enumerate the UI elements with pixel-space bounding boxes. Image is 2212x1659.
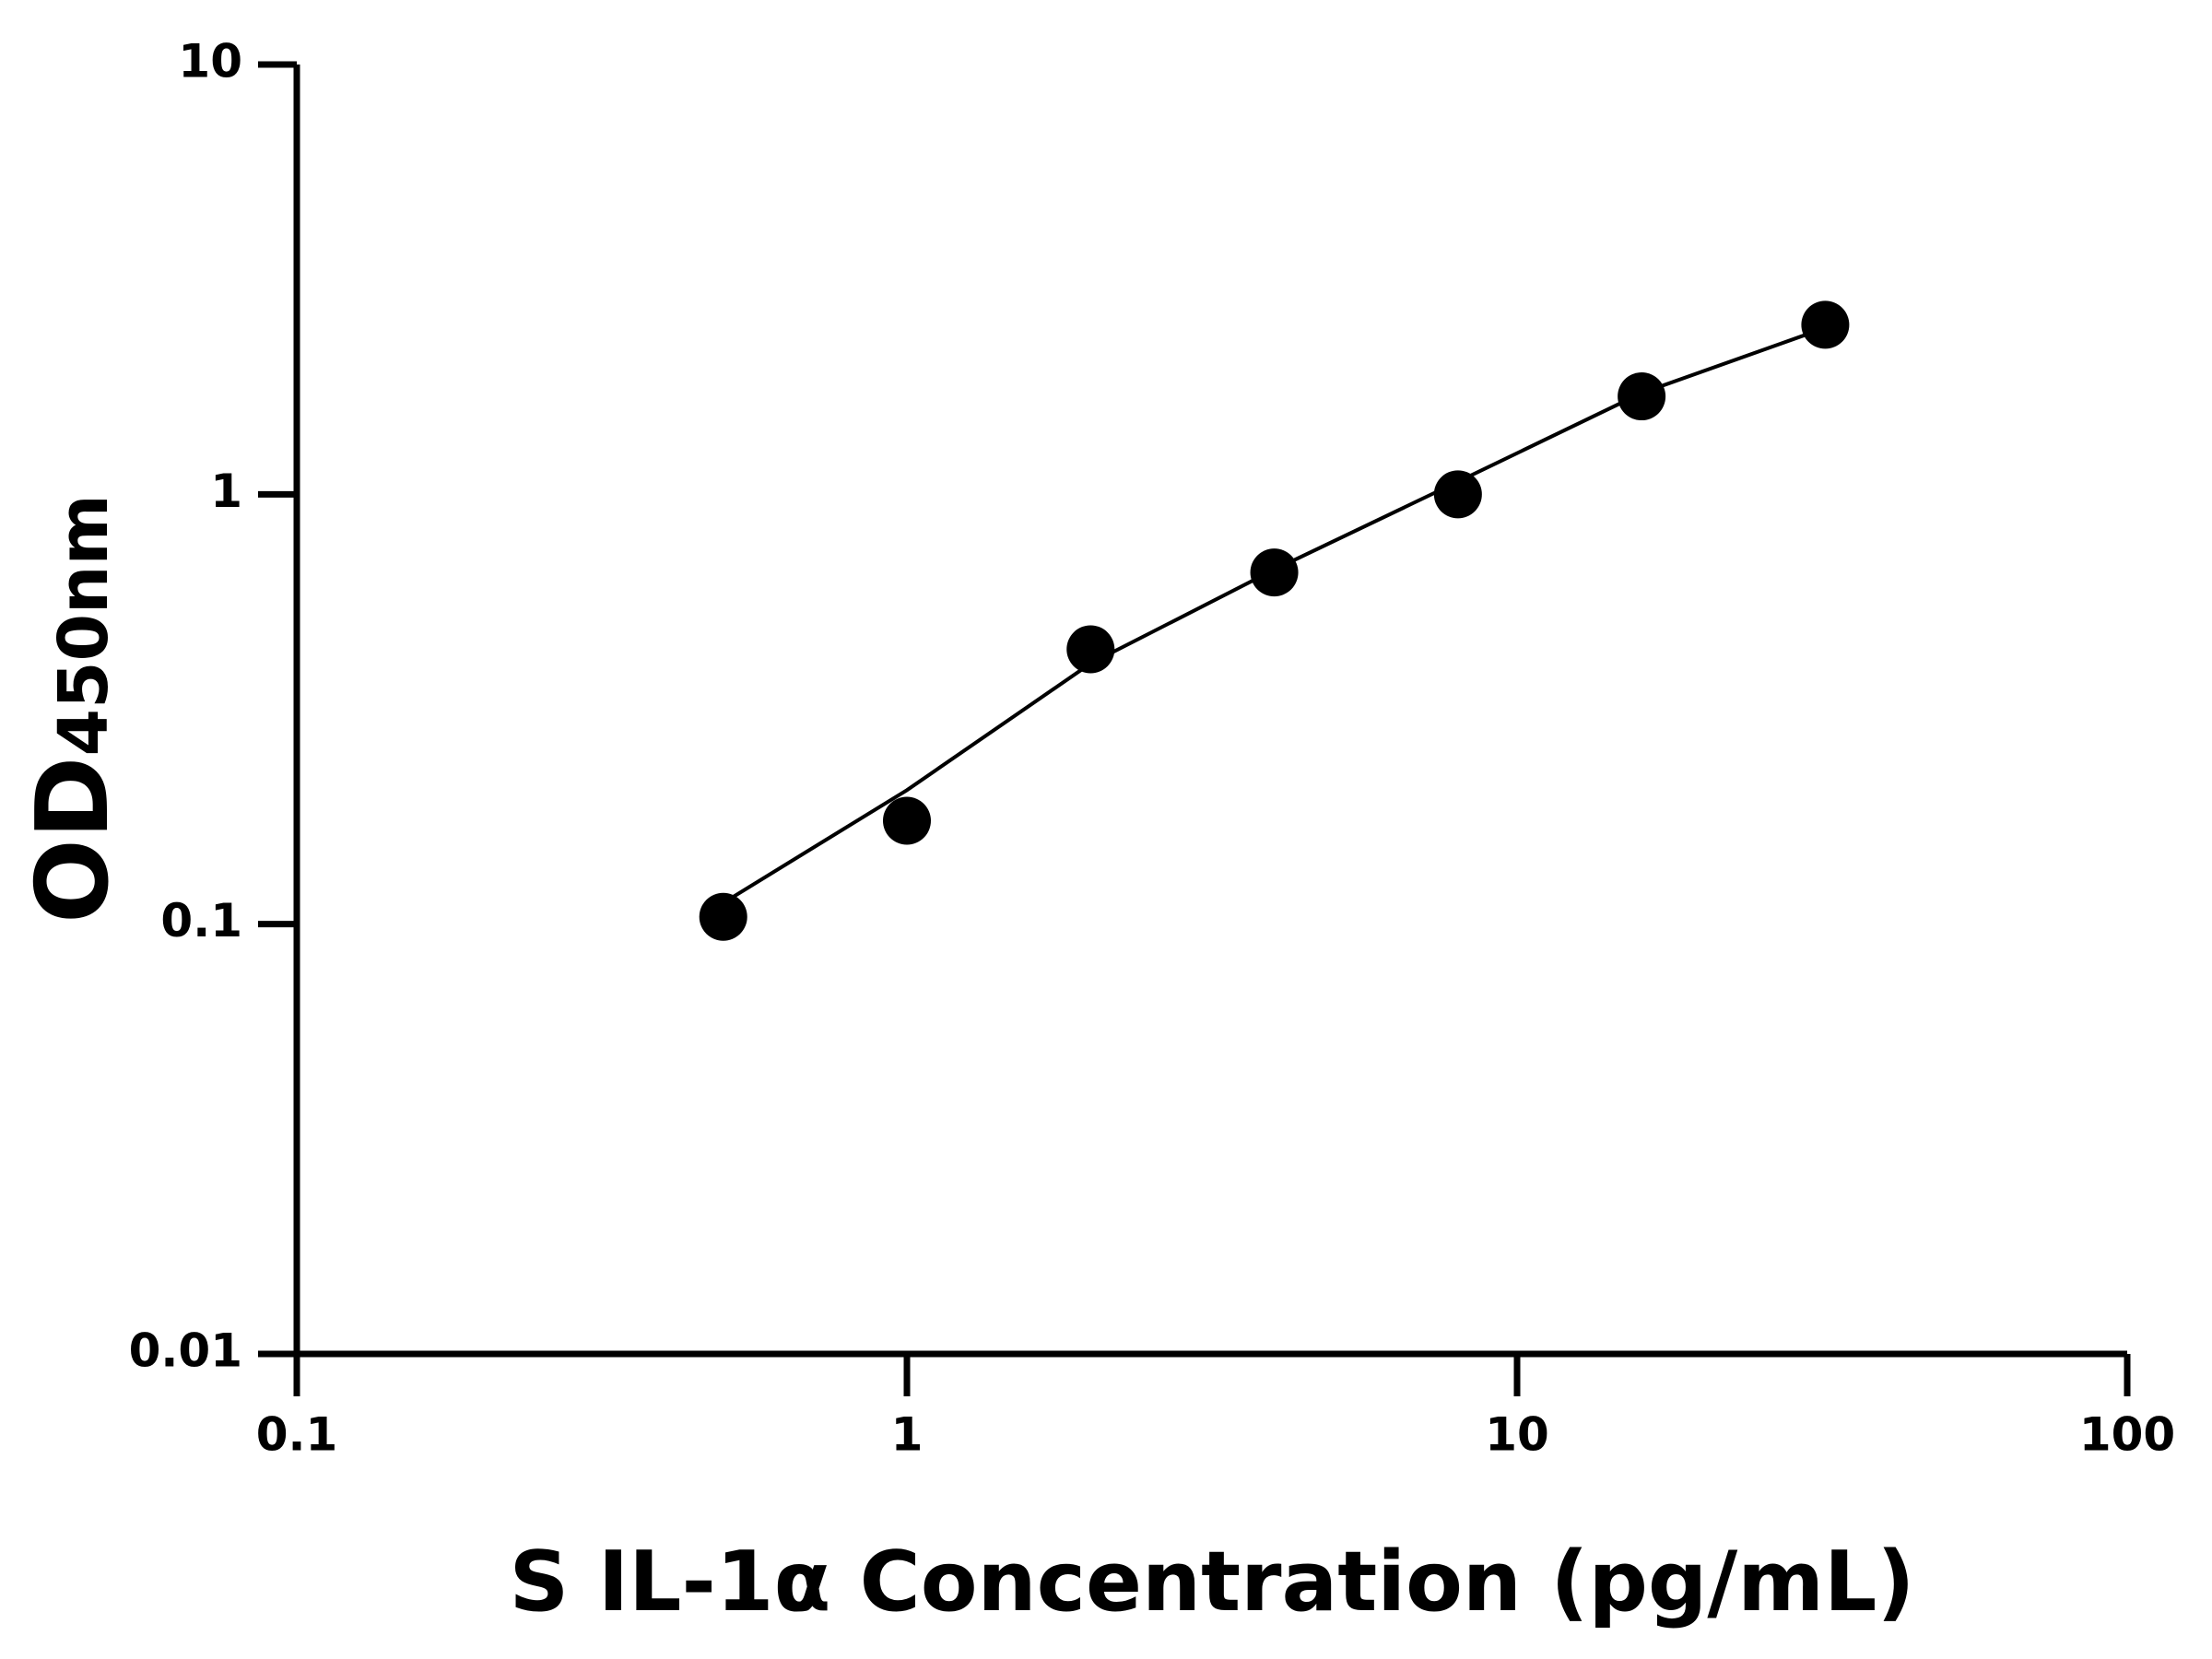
y-tick-label: 0.01 (129, 1324, 242, 1378)
x-tick-label: 100 (2079, 1408, 2175, 1462)
x-tick-label: 10 (1485, 1408, 1549, 1462)
data-point (699, 892, 747, 941)
data-point (1433, 470, 1482, 519)
y-tick-label: 0.1 (160, 894, 242, 947)
data-point (1801, 300, 1850, 349)
data-point (1066, 625, 1115, 674)
data-point (1618, 372, 1666, 421)
x-axis-title: S IL-1α Concentration (pg/mL) (510, 1534, 1915, 1630)
x-tick-label: 0.1 (256, 1408, 338, 1462)
data-point (1250, 548, 1299, 597)
y-tick-label: 10 (178, 35, 242, 88)
x-tick-label: 1 (891, 1408, 924, 1462)
y-axis-title-main: OD (16, 757, 131, 924)
y-axis-title: OD450nm (16, 494, 131, 924)
y-axis-title-subscript: 450nm (44, 494, 124, 756)
data-point (883, 796, 931, 845)
y-tick-label: 1 (210, 465, 242, 518)
